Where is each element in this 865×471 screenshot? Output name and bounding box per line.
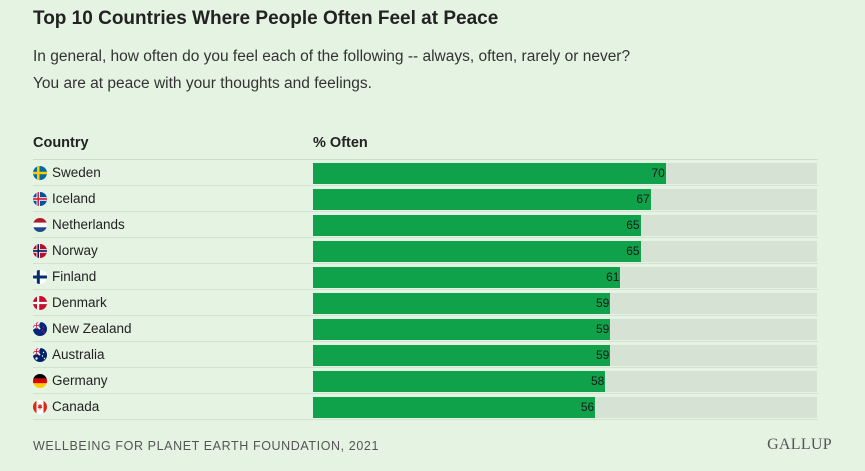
category-label: Denmark <box>52 295 107 310</box>
bar <box>313 371 605 392</box>
data-label: 65 <box>626 218 639 232</box>
bar-track: 61 <box>313 267 817 288</box>
data-label: 59 <box>596 322 609 336</box>
data-label: 56 <box>581 400 594 414</box>
denmark-flag-icon <box>33 296 47 310</box>
category-label: Canada <box>52 399 99 414</box>
canada-flag-icon <box>33 400 47 414</box>
bar-track: 70 <box>313 163 817 184</box>
category-label: Finland <box>52 269 96 284</box>
bar-row: Germany 58 <box>33 368 818 394</box>
gallup-logo: GALLUP <box>767 436 832 454</box>
chart-subtitle-question: In general, how often do you feel each o… <box>33 48 630 66</box>
column-header-country: Country <box>33 135 89 151</box>
bar <box>313 241 641 262</box>
australia-flag-icon <box>33 348 47 362</box>
bar-row: Iceland 67 <box>33 186 818 212</box>
bar <box>313 397 595 418</box>
bar-track: 67 <box>313 189 817 210</box>
category-label: Australia <box>52 347 105 362</box>
chart-subtitle-item: You are at peace with your thoughts and … <box>33 75 372 93</box>
bar <box>313 345 610 366</box>
netherlands-flag-icon <box>33 218 47 232</box>
bar <box>313 319 610 340</box>
bar <box>313 293 610 314</box>
data-label: 65 <box>626 244 639 258</box>
category-label: Iceland <box>52 191 96 206</box>
norway-flag-icon <box>33 244 47 258</box>
new-zealand-flag-icon <box>33 322 47 336</box>
bar-row: Canada 56 <box>33 394 818 420</box>
bar <box>313 163 666 184</box>
bar-row: Denmark 59 <box>33 290 818 316</box>
bar-row: New Zealand 59 <box>33 316 818 342</box>
bar-track: 56 <box>313 397 817 418</box>
category-label: New Zealand <box>52 321 132 336</box>
bar <box>313 215 641 236</box>
bar <box>313 189 651 210</box>
bar-track: 65 <box>313 241 817 262</box>
bar-row: Sweden 70 <box>33 160 818 186</box>
germany-flag-icon <box>33 374 47 388</box>
bar-track: 58 <box>313 371 817 392</box>
source-footer: WELLBEING FOR PLANET EARTH FOUNDATION, 2… <box>33 439 379 453</box>
data-label: 59 <box>596 296 609 310</box>
column-header-percent: % Often <box>313 135 368 151</box>
category-label: Norway <box>52 243 98 258</box>
data-label: 59 <box>596 348 609 362</box>
category-label: Sweden <box>52 165 101 180</box>
bar-track: 65 <box>313 215 817 236</box>
bar-track: 59 <box>313 319 817 340</box>
data-label: 70 <box>651 166 664 180</box>
sweden-flag-icon <box>33 166 47 180</box>
bar <box>313 267 620 288</box>
iceland-flag-icon <box>33 192 47 206</box>
category-label: Germany <box>52 373 108 388</box>
bar-row: Finland 61 <box>33 264 818 290</box>
bar-track: 59 <box>313 293 817 314</box>
bar-row: Australia 59 <box>33 342 818 368</box>
bar-track: 59 <box>313 345 817 366</box>
category-label: Netherlands <box>52 217 125 232</box>
data-label: 67 <box>636 192 649 206</box>
bar-row: Norway 65 <box>33 238 818 264</box>
bar-row: Netherlands 65 <box>33 212 818 238</box>
chart-title: Top 10 Countries Where People Often Feel… <box>33 8 498 30</box>
data-label: 61 <box>606 270 619 284</box>
data-label: 58 <box>591 374 604 388</box>
finland-flag-icon <box>33 270 47 284</box>
